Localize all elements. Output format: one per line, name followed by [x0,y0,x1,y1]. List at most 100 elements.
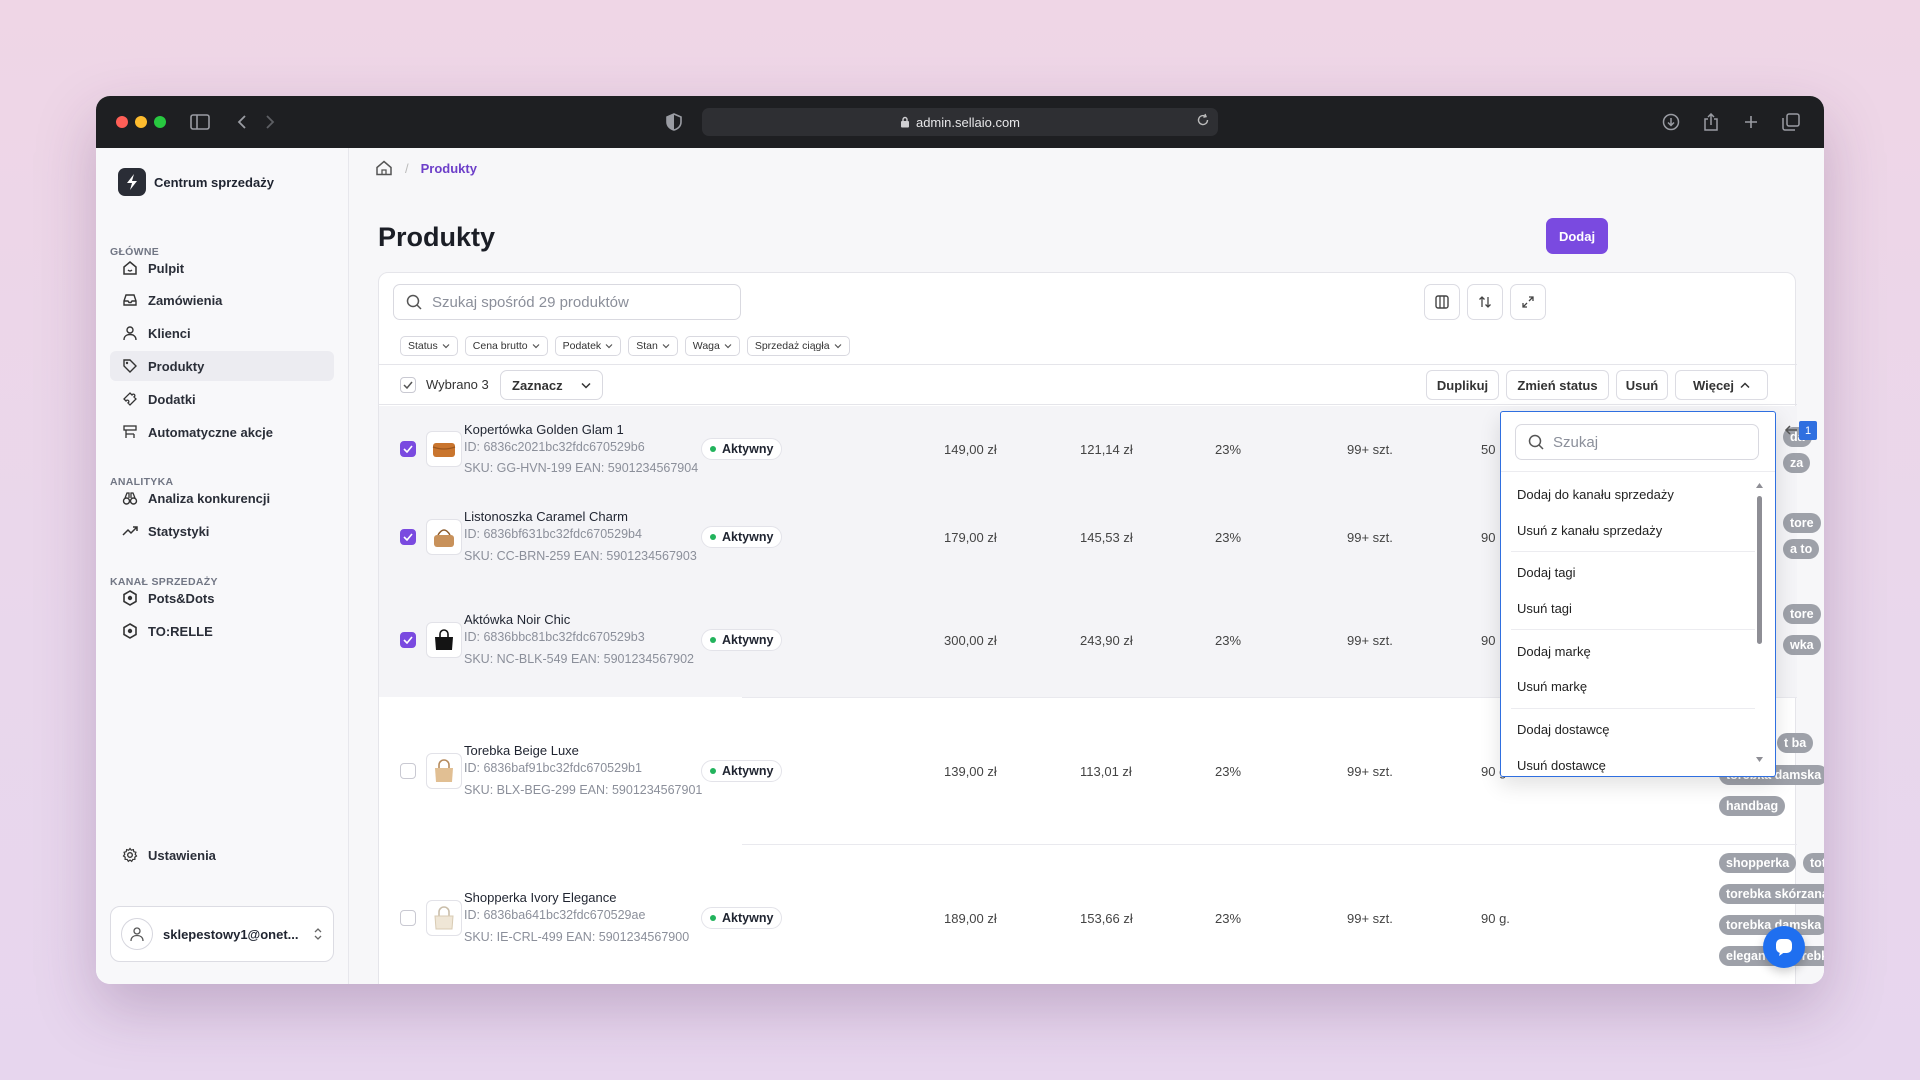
breadcrumb-separator: / [405,160,409,176]
sidebar-item-zamowienia[interactable]: Zamówienia [110,285,334,315]
chevron-updown-icon [314,928,322,940]
gross-price: 149,00 zł [944,442,997,457]
row-checkbox[interactable] [400,529,416,545]
tabs-overview-icon[interactable] [1779,110,1803,134]
sidebar-toggle-icon[interactable] [188,110,212,134]
sidebar-item-torelle[interactable]: TO:RELLE [110,616,334,646]
brand[interactable]: Centrum sprzedaży [118,168,274,196]
product-name[interactable]: Kopertówka Golden Glam 1 [464,422,624,437]
net-price: 145,53 zł [1080,530,1133,545]
net-price: 153,66 zł [1080,911,1133,926]
sidebar-item-label: Statystyki [148,523,210,539]
row-checkbox[interactable] [400,441,416,457]
product-sku: SKU: IE-CRL-499 EAN: 5901234567900 [464,930,690,944]
share-icon[interactable] [1699,110,1723,134]
fullscreen-button[interactable] [1510,284,1546,320]
sidebar-item-produkty[interactable]: Produkty [110,351,334,381]
menu-item-remove-tags[interactable]: Usuń tagi [1517,601,1572,616]
row-checkbox[interactable] [400,910,416,926]
menu-item-add-brand[interactable]: Dodaj markę [1517,644,1591,659]
chat-support-button[interactable] [1763,926,1805,968]
select-all-checkbox[interactable] [400,377,416,393]
menu-scrollbar[interactable] [1757,496,1762,644]
trend-icon [122,526,138,536]
weight: 90 [1481,530,1496,545]
menu-divider [1511,551,1755,552]
breadcrumb-current[interactable]: Produkty [420,160,477,176]
home-icon [123,261,137,275]
table-row[interactable]: Shopperka Ivory Elegance ID: 6836ba641bc… [379,844,1824,984]
product-search-input[interactable]: Szukaj spośród 29 produktów [393,284,741,320]
product-name[interactable]: Listonoszka Caramel Charm [464,509,629,524]
account-switcher[interactable]: sklepestowy1@onet... [110,906,334,962]
back-icon[interactable] [230,110,254,134]
filter-podatek[interactable]: Podatek [554,336,622,356]
menu-item-remove-channel[interactable]: Usuń z kanału sprzedaży [1517,523,1663,538]
browser-titlebar: admin.sellaio.com [96,96,1824,148]
row-checkbox[interactable] [400,763,416,779]
menu-item-add-supplier[interactable]: Dodaj dostawcę [1517,722,1610,737]
menu-item-add-tags[interactable]: Dodaj tagi [1517,565,1576,580]
menu-item-remove-brand[interactable]: Usuń markę [1517,679,1588,694]
filter-waga[interactable]: Waga [684,336,740,356]
crossbody-bag-icon [434,529,454,547]
forward-icon[interactable] [258,110,282,134]
sidebar-item-analiza-konkurencji[interactable]: Analiza konkurencji [110,483,334,513]
sidebar-item-dodatki[interactable]: Dodatki [110,384,334,414]
lock-icon [900,116,909,128]
duplicate-button[interactable]: Duplikuj [1426,370,1499,400]
product-id: ID: 6836baf91bc32fdc670529b1 [464,761,642,775]
status-dot-icon [710,637,716,643]
brand-name: Centrum sprzedaży [154,174,274,190]
section-label-analytics: ANALITYKA [110,476,174,488]
maximize-window-button[interactable] [154,116,166,128]
sidebar-item-statystyki[interactable]: Statystyki [110,516,334,546]
filter-stan[interactable]: Stan [628,336,678,356]
address-bar[interactable]: admin.sellaio.com [702,108,1218,136]
row-checkbox[interactable] [400,632,416,648]
change-status-button[interactable]: Zmień status [1506,370,1609,400]
product-name[interactable]: Shopperka Ivory Elegance [464,890,617,905]
stock: 99+ szt. [1347,530,1393,545]
product-tag: za [1783,453,1811,473]
more-label: Więcej [1692,377,1735,393]
search-placeholder: Szukaj spośród 29 produktów [432,293,629,311]
delete-button[interactable]: Usuń [1616,370,1668,400]
reload-icon[interactable] [1196,113,1210,127]
brand-logo-icon [118,168,146,196]
scroll-up-arrow-icon[interactable] [1755,482,1764,489]
sidebar-item-ustawienia[interactable]: Ustawienia [110,840,334,870]
menu-item-remove-supplier[interactable]: Usuń dostawcę [1517,758,1606,773]
menu-item-add-channel[interactable]: Dodaj do kanału sprzedaży [1517,487,1674,502]
gear-icon [122,847,138,863]
breadcrumb: / Produkty [375,160,477,176]
close-window-button[interactable] [116,116,128,128]
sidebar-item-label: Pulpit [148,260,185,276]
sidebar-item-automatyczne-akcje[interactable]: Automatyczne akcje [110,417,334,447]
product-name[interactable]: Aktówka Noir Chic [464,612,571,627]
automation-icon [123,425,137,438]
new-tab-icon[interactable] [1739,110,1763,134]
minimize-window-button[interactable] [135,116,147,128]
menu-divider [1501,471,1775,472]
sidebar-item-pulpit[interactable]: Pulpit [110,253,334,283]
filter-cena-brutto[interactable]: Cena brutto [464,336,548,356]
select-dropdown[interactable]: Zaznacz [500,370,603,400]
product-name[interactable]: Torebka Beige Luxe [464,743,579,758]
home-icon[interactable] [375,160,393,176]
status-badge: Aktywny [701,760,783,782]
sidebar-item-pots-dots[interactable]: Pots&Dots [110,583,334,613]
sidebar-item-klienci[interactable]: Klienci [110,318,334,348]
sort-button[interactable] [1467,284,1503,320]
add-product-button[interactable]: Dodaj [1546,218,1608,254]
menu-search-input[interactable]: Szukaj [1515,424,1759,460]
scroll-down-arrow-icon[interactable] [1755,756,1764,763]
more-actions-button[interactable]: Więcej [1675,370,1768,400]
columns-button[interactable] [1424,284,1460,320]
download-icon[interactable] [1659,110,1683,134]
filter-sprzedaz-ciagla[interactable]: Sprzedaż ciągła [746,336,850,356]
privacy-shield-icon[interactable] [662,110,686,134]
filter-label: Status [408,340,438,352]
filter-status[interactable]: Status [400,336,458,356]
table-row[interactable]: Torebka Beige Luxe ID: 6836baf91bc32fdc6… [379,697,1824,844]
